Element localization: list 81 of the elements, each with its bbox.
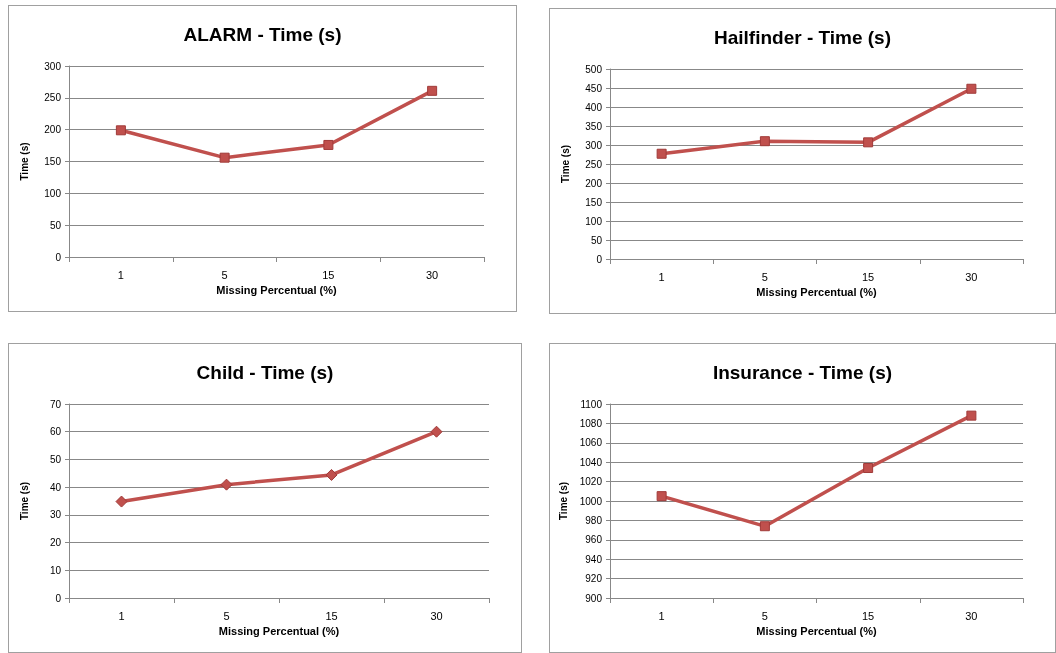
y-tick-label: 500 <box>585 63 603 75</box>
chart-title: Hailfinder - Time (s) <box>713 27 892 48</box>
y-tick-label: 400 <box>585 101 603 113</box>
y-tick-label: 450 <box>585 82 603 94</box>
y-tick-label: 200 <box>44 124 62 136</box>
y-tick-label: 300 <box>44 60 62 72</box>
point <box>323 139 334 150</box>
point <box>115 125 126 136</box>
point <box>427 85 438 96</box>
y-axis-title: Time (s) <box>18 142 30 181</box>
point <box>966 83 977 94</box>
y-tick-label: 1020 <box>579 476 603 488</box>
x-tick-label: 30 <box>426 268 439 281</box>
y-tick-label: 0 <box>596 253 603 265</box>
point <box>863 137 874 148</box>
y-tick-label: 40 <box>49 481 62 493</box>
point <box>759 521 770 532</box>
y-axis-title: Time (s) <box>558 481 570 521</box>
y-tick-label: 920 <box>585 573 603 585</box>
point <box>759 136 770 147</box>
y-tick-label: 150 <box>585 196 603 208</box>
x-tick-label: 1 <box>118 609 125 622</box>
y-tick-label: 1000 <box>579 495 603 507</box>
x-tick-label: 30 <box>965 270 978 283</box>
chart-title: Child - Time (s) <box>196 362 334 383</box>
y-tick-label: 60 <box>49 426 62 438</box>
point <box>220 478 233 491</box>
x-axis-title: Missing Percentual (%) <box>218 625 340 638</box>
y-tick-label: 1060 <box>579 437 603 449</box>
point <box>430 425 443 438</box>
y-tick-label: 70 <box>49 398 62 410</box>
y-tick-label: 150 <box>44 156 62 167</box>
x-tick-label: 30 <box>965 609 978 622</box>
x-tick-label: 5 <box>223 609 230 622</box>
point <box>656 491 667 502</box>
x-tick-label: 1 <box>658 270 665 283</box>
y-tick-label: 940 <box>585 553 603 565</box>
y-tick-label: 350 <box>585 120 603 132</box>
y-tick-label: 250 <box>585 158 603 170</box>
point <box>966 410 977 421</box>
chart-title: ALARM - Time (s) <box>183 24 342 45</box>
y-tick-label: 1040 <box>579 456 603 468</box>
y-tick-label: 1080 <box>579 417 603 429</box>
x-tick-label: 15 <box>325 609 338 622</box>
x-tick-label: 1 <box>117 268 124 281</box>
y-tick-label: 1100 <box>580 398 603 410</box>
point <box>863 463 874 474</box>
y-axis-title: Time (s) <box>18 481 30 521</box>
y-tick-label: 200 <box>585 177 603 189</box>
x-tick-label: 5 <box>761 270 768 283</box>
y-tick-label: 0 <box>55 251 62 263</box>
y-tick-label: 10 <box>49 564 62 576</box>
y-tick-label: 20 <box>49 537 62 549</box>
point <box>219 152 230 163</box>
point <box>325 468 338 481</box>
y-tick-label: 50 <box>49 219 62 231</box>
x-tick-label: 1 <box>658 609 665 622</box>
y-tick-label: 300 <box>585 139 603 151</box>
x-axis-title: Missing Percentual (%) <box>756 625 878 638</box>
x-axis-title: Missing Percentual (%) <box>756 286 878 299</box>
x-tick-label: 30 <box>430 609 443 622</box>
x-tick-label: 5 <box>221 268 228 281</box>
y-tick-label: 900 <box>585 592 603 604</box>
y-tick-label: 50 <box>49 453 62 465</box>
x-axis-title: Missing Percentual (%) <box>216 284 338 297</box>
x-tick-label: 5 <box>761 609 768 622</box>
point <box>656 148 667 159</box>
y-tick-label: 980 <box>585 514 603 526</box>
y-tick-label: 0 <box>55 592 62 604</box>
x-tick-label: 15 <box>862 609 875 622</box>
y-axis-title: Time (s) <box>559 144 571 184</box>
y-tick-label: 100 <box>44 187 62 199</box>
x-tick-label: 15 <box>322 268 335 281</box>
y-tick-label: 50 <box>590 234 603 246</box>
chart-title: Insurance - Time (s) <box>712 362 893 383</box>
y-tick-label: 960 <box>585 534 603 546</box>
x-tick-label: 15 <box>862 270 875 283</box>
y-tick-label: 30 <box>49 509 62 521</box>
point <box>115 495 128 508</box>
y-tick-label: 250 <box>44 92 62 104</box>
y-tick-label: 100 <box>585 215 603 227</box>
